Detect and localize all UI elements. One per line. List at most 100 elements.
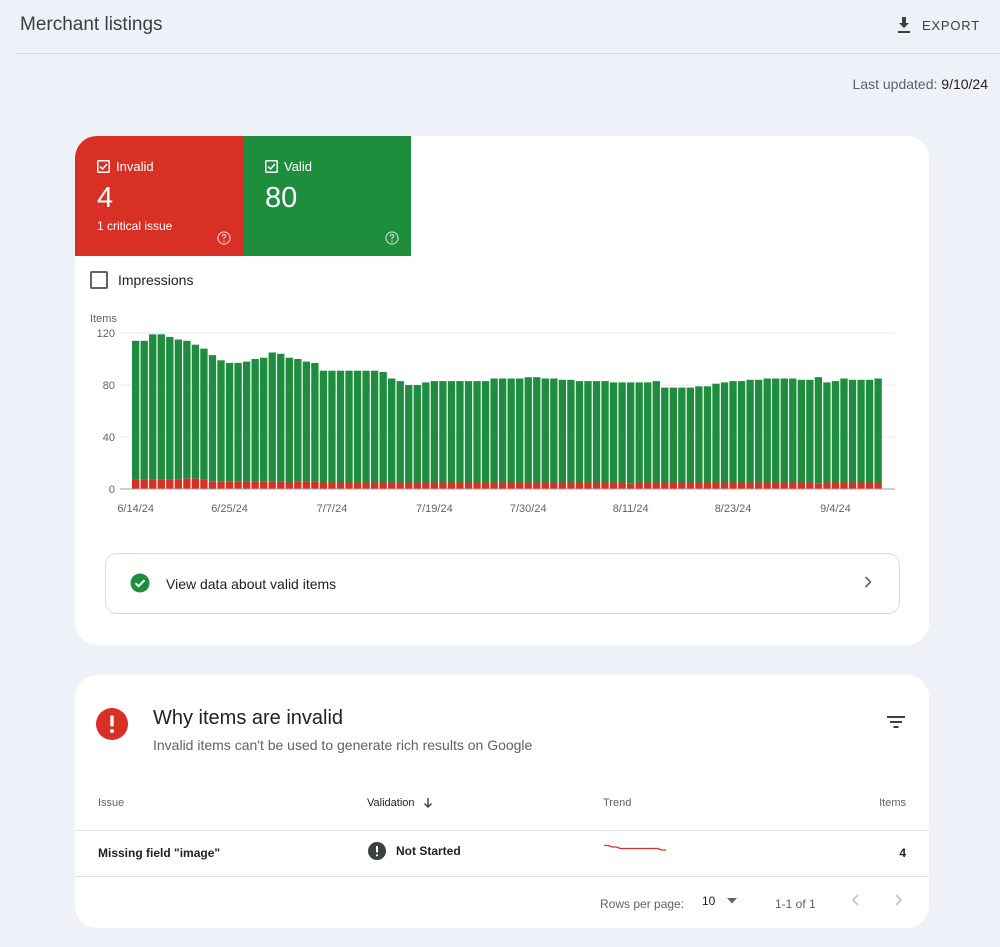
bar-valid	[703, 386, 712, 483]
table-row[interactable]: Missing field "image" Not Started 4	[75, 831, 929, 876]
bar-valid	[720, 382, 729, 483]
bar-valid	[592, 381, 601, 483]
bar-invalid	[652, 482, 660, 489]
invalid-tile-label: Invalid	[116, 159, 154, 174]
issues-subtitle: Invalid items can't be used to generate …	[153, 737, 533, 753]
invalid-count: 4	[97, 182, 114, 214]
bar-invalid	[661, 482, 669, 489]
bar-valid	[541, 378, 549, 483]
chevron-left-icon[interactable]	[850, 893, 862, 907]
filter-icon[interactable]	[887, 715, 905, 729]
bar-invalid	[208, 481, 217, 489]
bar-invalid	[567, 482, 575, 489]
bar-invalid	[413, 482, 421, 489]
y-tick-label: 0	[109, 484, 115, 496]
checkbox-checked-icon	[265, 160, 278, 173]
bar-invalid	[507, 482, 515, 489]
bar-valid	[174, 339, 183, 480]
trend-sparkline	[604, 844, 666, 851]
bar-valid	[737, 381, 746, 483]
bar-invalid	[857, 482, 865, 489]
last-updated-value: 9/10/24	[941, 76, 988, 92]
bar-valid	[763, 378, 771, 483]
bar-invalid	[823, 482, 831, 489]
bar-valid	[140, 340, 148, 480]
rows-per-page-label: Rows per page:	[600, 897, 685, 911]
column-header-trend: Trend	[603, 797, 632, 809]
bar-invalid	[430, 482, 439, 489]
bar-invalid	[712, 482, 720, 489]
view-valid-items-link[interactable]: View data about valid items	[105, 553, 900, 614]
bar-valid	[754, 379, 763, 483]
bar-invalid	[618, 482, 626, 489]
column-header-items[interactable]: Items	[879, 797, 906, 809]
bar-valid	[695, 386, 703, 483]
bar-invalid	[669, 482, 677, 489]
bar-invalid	[644, 482, 652, 489]
top-bar: Merchant listings EXPORT	[0, 0, 1000, 54]
bar-valid	[626, 382, 635, 484]
bar-invalid	[678, 482, 686, 489]
valid-tile[interactable]: Valid 80	[243, 136, 411, 256]
bar-valid	[797, 379, 805, 483]
x-tick-label: 7/19/24	[416, 503, 453, 515]
invalid-reasons-card: Why items are invalid Invalid items can'…	[75, 675, 929, 928]
bar-valid	[490, 378, 498, 483]
validation-status-label: Not Started	[396, 844, 461, 858]
column-header-validation[interactable]: Validation	[367, 797, 433, 809]
help-icon[interactable]	[385, 231, 399, 245]
bar-valid	[601, 381, 609, 483]
x-tick-label: 6/25/24	[211, 503, 248, 515]
bar-valid	[644, 382, 652, 483]
column-header-issue[interactable]: Issue	[98, 797, 125, 809]
bar-invalid	[720, 482, 729, 489]
bar-invalid	[609, 482, 618, 489]
bar-invalid	[780, 482, 788, 489]
bar-invalid	[473, 482, 481, 489]
bar-invalid	[541, 482, 549, 489]
bar-invalid	[217, 481, 225, 489]
bar-valid	[225, 362, 234, 482]
dropdown-arrow-icon	[727, 898, 738, 904]
bar-valid	[729, 381, 737, 483]
page-title: Merchant listings	[20, 14, 163, 35]
bar-invalid	[370, 482, 379, 489]
bar-invalid	[737, 482, 746, 489]
bar-valid	[200, 348, 208, 480]
valid-tile-label: Valid	[284, 159, 312, 174]
bar-invalid	[302, 481, 311, 489]
bar-valid	[823, 382, 831, 483]
bar-invalid	[251, 481, 259, 489]
y-tick-label: 120	[97, 328, 115, 340]
export-button[interactable]: EXPORT	[896, 12, 980, 38]
table-divider	[75, 830, 929, 831]
download-icon	[897, 17, 910, 33]
bar-valid	[132, 340, 140, 480]
bar-valid	[584, 381, 592, 483]
impressions-checkbox[interactable]	[90, 271, 108, 289]
chevron-right-icon[interactable]	[892, 893, 904, 907]
bar-valid	[166, 336, 174, 480]
rows-per-page-select[interactable]: 10	[702, 894, 738, 908]
bar-valid	[149, 334, 157, 480]
help-icon[interactable]	[217, 231, 231, 245]
bar-invalid	[686, 482, 695, 489]
bar-invalid	[328, 482, 336, 489]
y-axis-label: Items	[90, 313, 117, 325]
invalid-tile[interactable]: Invalid 4 1 critical issue	[75, 136, 243, 256]
bar-valid	[473, 381, 481, 483]
bar-invalid	[601, 482, 609, 489]
pagination-range: 1-1 of 1	[775, 897, 816, 911]
impressions-toggle[interactable]: Impressions	[90, 271, 193, 289]
bar-valid	[336, 370, 345, 483]
bar-valid	[806, 379, 814, 483]
bar-valid	[609, 382, 618, 483]
issues-title: Why items are invalid	[153, 707, 344, 729]
bar-invalid	[874, 482, 882, 489]
bar-invalid	[260, 481, 268, 489]
sparkline-series	[604, 844, 666, 851]
bar-invalid	[174, 479, 183, 489]
table-divider	[75, 876, 929, 877]
bar-valid	[405, 385, 413, 483]
bar-invalid	[234, 481, 242, 489]
